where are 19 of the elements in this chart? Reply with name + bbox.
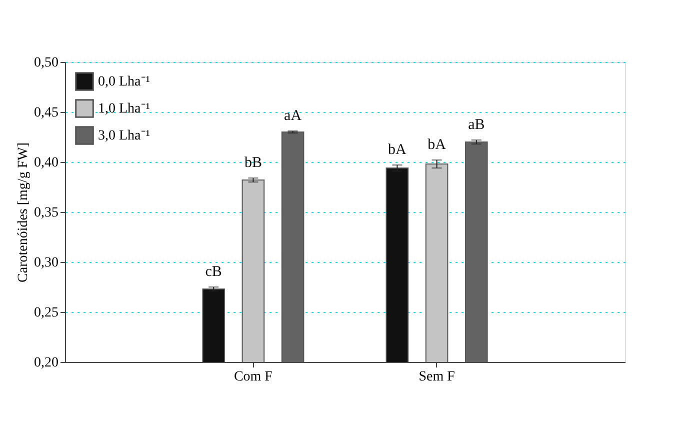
y-tick-label: 0,45 <box>34 106 58 120</box>
data-label: bA <box>388 142 407 158</box>
y-tick-label: 0,20 <box>34 356 58 370</box>
data-label: aA <box>284 108 302 124</box>
legend-label: 1,0 Lha⁻¹ <box>98 102 150 116</box>
data-label: bA <box>428 137 446 153</box>
y-tick-label: 0,30 <box>34 256 58 270</box>
legend-label: 3,0 Lha⁻¹ <box>98 128 150 144</box>
data-label: bB <box>244 155 262 171</box>
y-tick-label: 0,25 <box>34 306 58 320</box>
x-tick-label: Sem F <box>418 370 456 384</box>
data-label: cB <box>205 264 222 280</box>
x-tick-label: Com F <box>234 370 273 384</box>
data-label: aB <box>468 117 485 133</box>
y-tick-label: 0,35 <box>34 206 58 220</box>
y-axis-title: Carotenóides [mg/g FW] <box>16 142 31 282</box>
y-tick-label: 0,40 <box>34 156 58 170</box>
legend-label: 0,0 Lha⁻¹ <box>98 74 150 90</box>
y-tick-label: 0,50 <box>34 56 58 70</box>
